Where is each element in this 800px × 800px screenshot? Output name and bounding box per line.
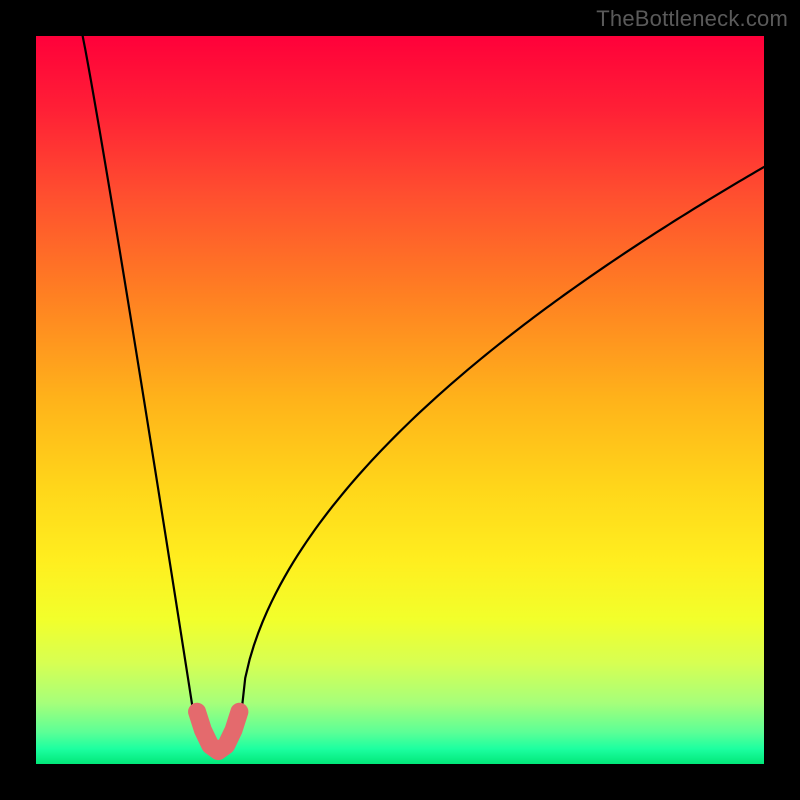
bottleneck-chart xyxy=(0,0,800,800)
watermark-text: TheBottleneck.com xyxy=(596,6,788,32)
chart-stage: TheBottleneck.com xyxy=(0,0,800,800)
